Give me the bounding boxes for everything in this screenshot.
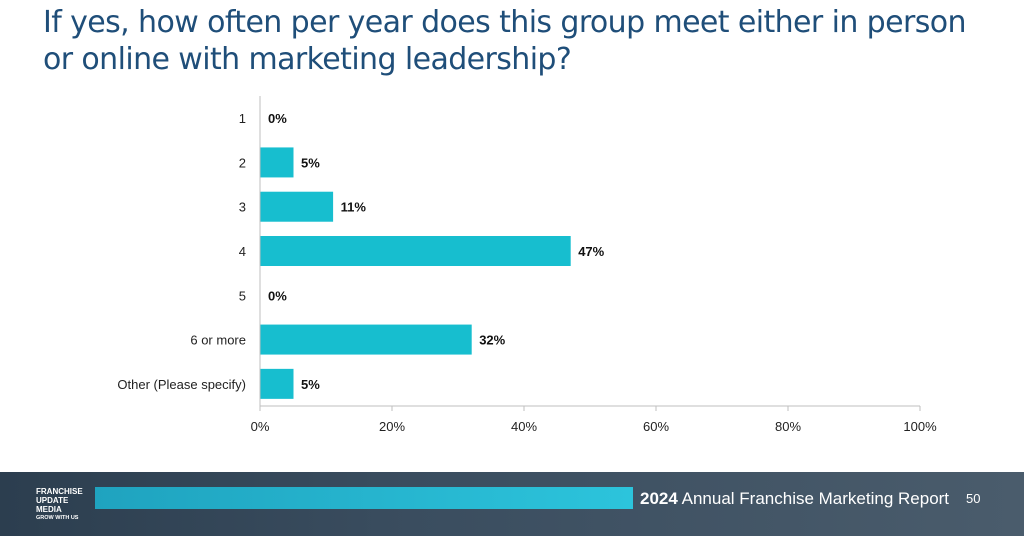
x-tick-label: 40% [511, 419, 537, 434]
data-label: 0% [268, 288, 287, 303]
data-label: 5% [301, 155, 320, 170]
x-tick-label: 100% [903, 419, 937, 434]
bars [260, 147, 571, 399]
bar-chart: 0% 20% 40% 60% 80% 100% 1 2 3 4 5 6 or more Other (… [117, 96, 937, 434]
x-tick-label: 20% [379, 419, 405, 434]
bar [260, 236, 571, 266]
category-label: 1 [239, 111, 246, 126]
category-label: 3 [239, 200, 246, 215]
page-number: 50 [966, 491, 981, 506]
footer-band: FRANCHISE UPDATE MEDIA GROW WITH US 2024… [0, 472, 1024, 536]
logo-line: UPDATE [36, 496, 69, 505]
x-tick-label: 0% [251, 419, 270, 434]
value-labels: 0% 5% 11% 47% 0% 32% 5% [268, 111, 605, 392]
bar [260, 147, 294, 178]
bar [260, 191, 334, 222]
report-year: 2024 [640, 489, 678, 508]
footer-accent-bar [95, 487, 633, 509]
data-label: 0% [268, 111, 287, 126]
category-label: 5 [239, 288, 246, 303]
category-label: 2 [239, 155, 246, 170]
data-label: 32% [479, 333, 505, 348]
data-label: 5% [301, 377, 320, 392]
x-tick-label: 80% [775, 419, 801, 434]
logo-line: MEDIA [36, 505, 62, 514]
logo-tagline: GROW WITH US [36, 515, 79, 521]
bar [260, 368, 294, 399]
data-label: 11% [341, 200, 367, 215]
category-labels: 1 2 3 4 5 6 or more Other (Please specify) [117, 111, 246, 392]
logo-line: FRANCHISE [36, 487, 83, 496]
category-label: Other (Please specify) [117, 377, 246, 392]
category-label: 6 or more [190, 333, 246, 348]
data-label: 47% [578, 244, 604, 259]
franchise-update-media-logo: FRANCHISE UPDATE MEDIA GROW WITH US [36, 487, 88, 522]
x-axis-ticks: 0% 20% 40% 60% 80% 100% [251, 406, 937, 434]
bar [260, 324, 472, 355]
report-name: Annual Franchise Marketing Report [681, 489, 950, 508]
category-label: 4 [239, 244, 246, 259]
report-title: 2024 Annual Franchise Marketing Report [640, 488, 949, 510]
slide-title: If yes, how often per year does this gro… [43, 5, 967, 77]
x-tick-label: 60% [643, 419, 669, 434]
